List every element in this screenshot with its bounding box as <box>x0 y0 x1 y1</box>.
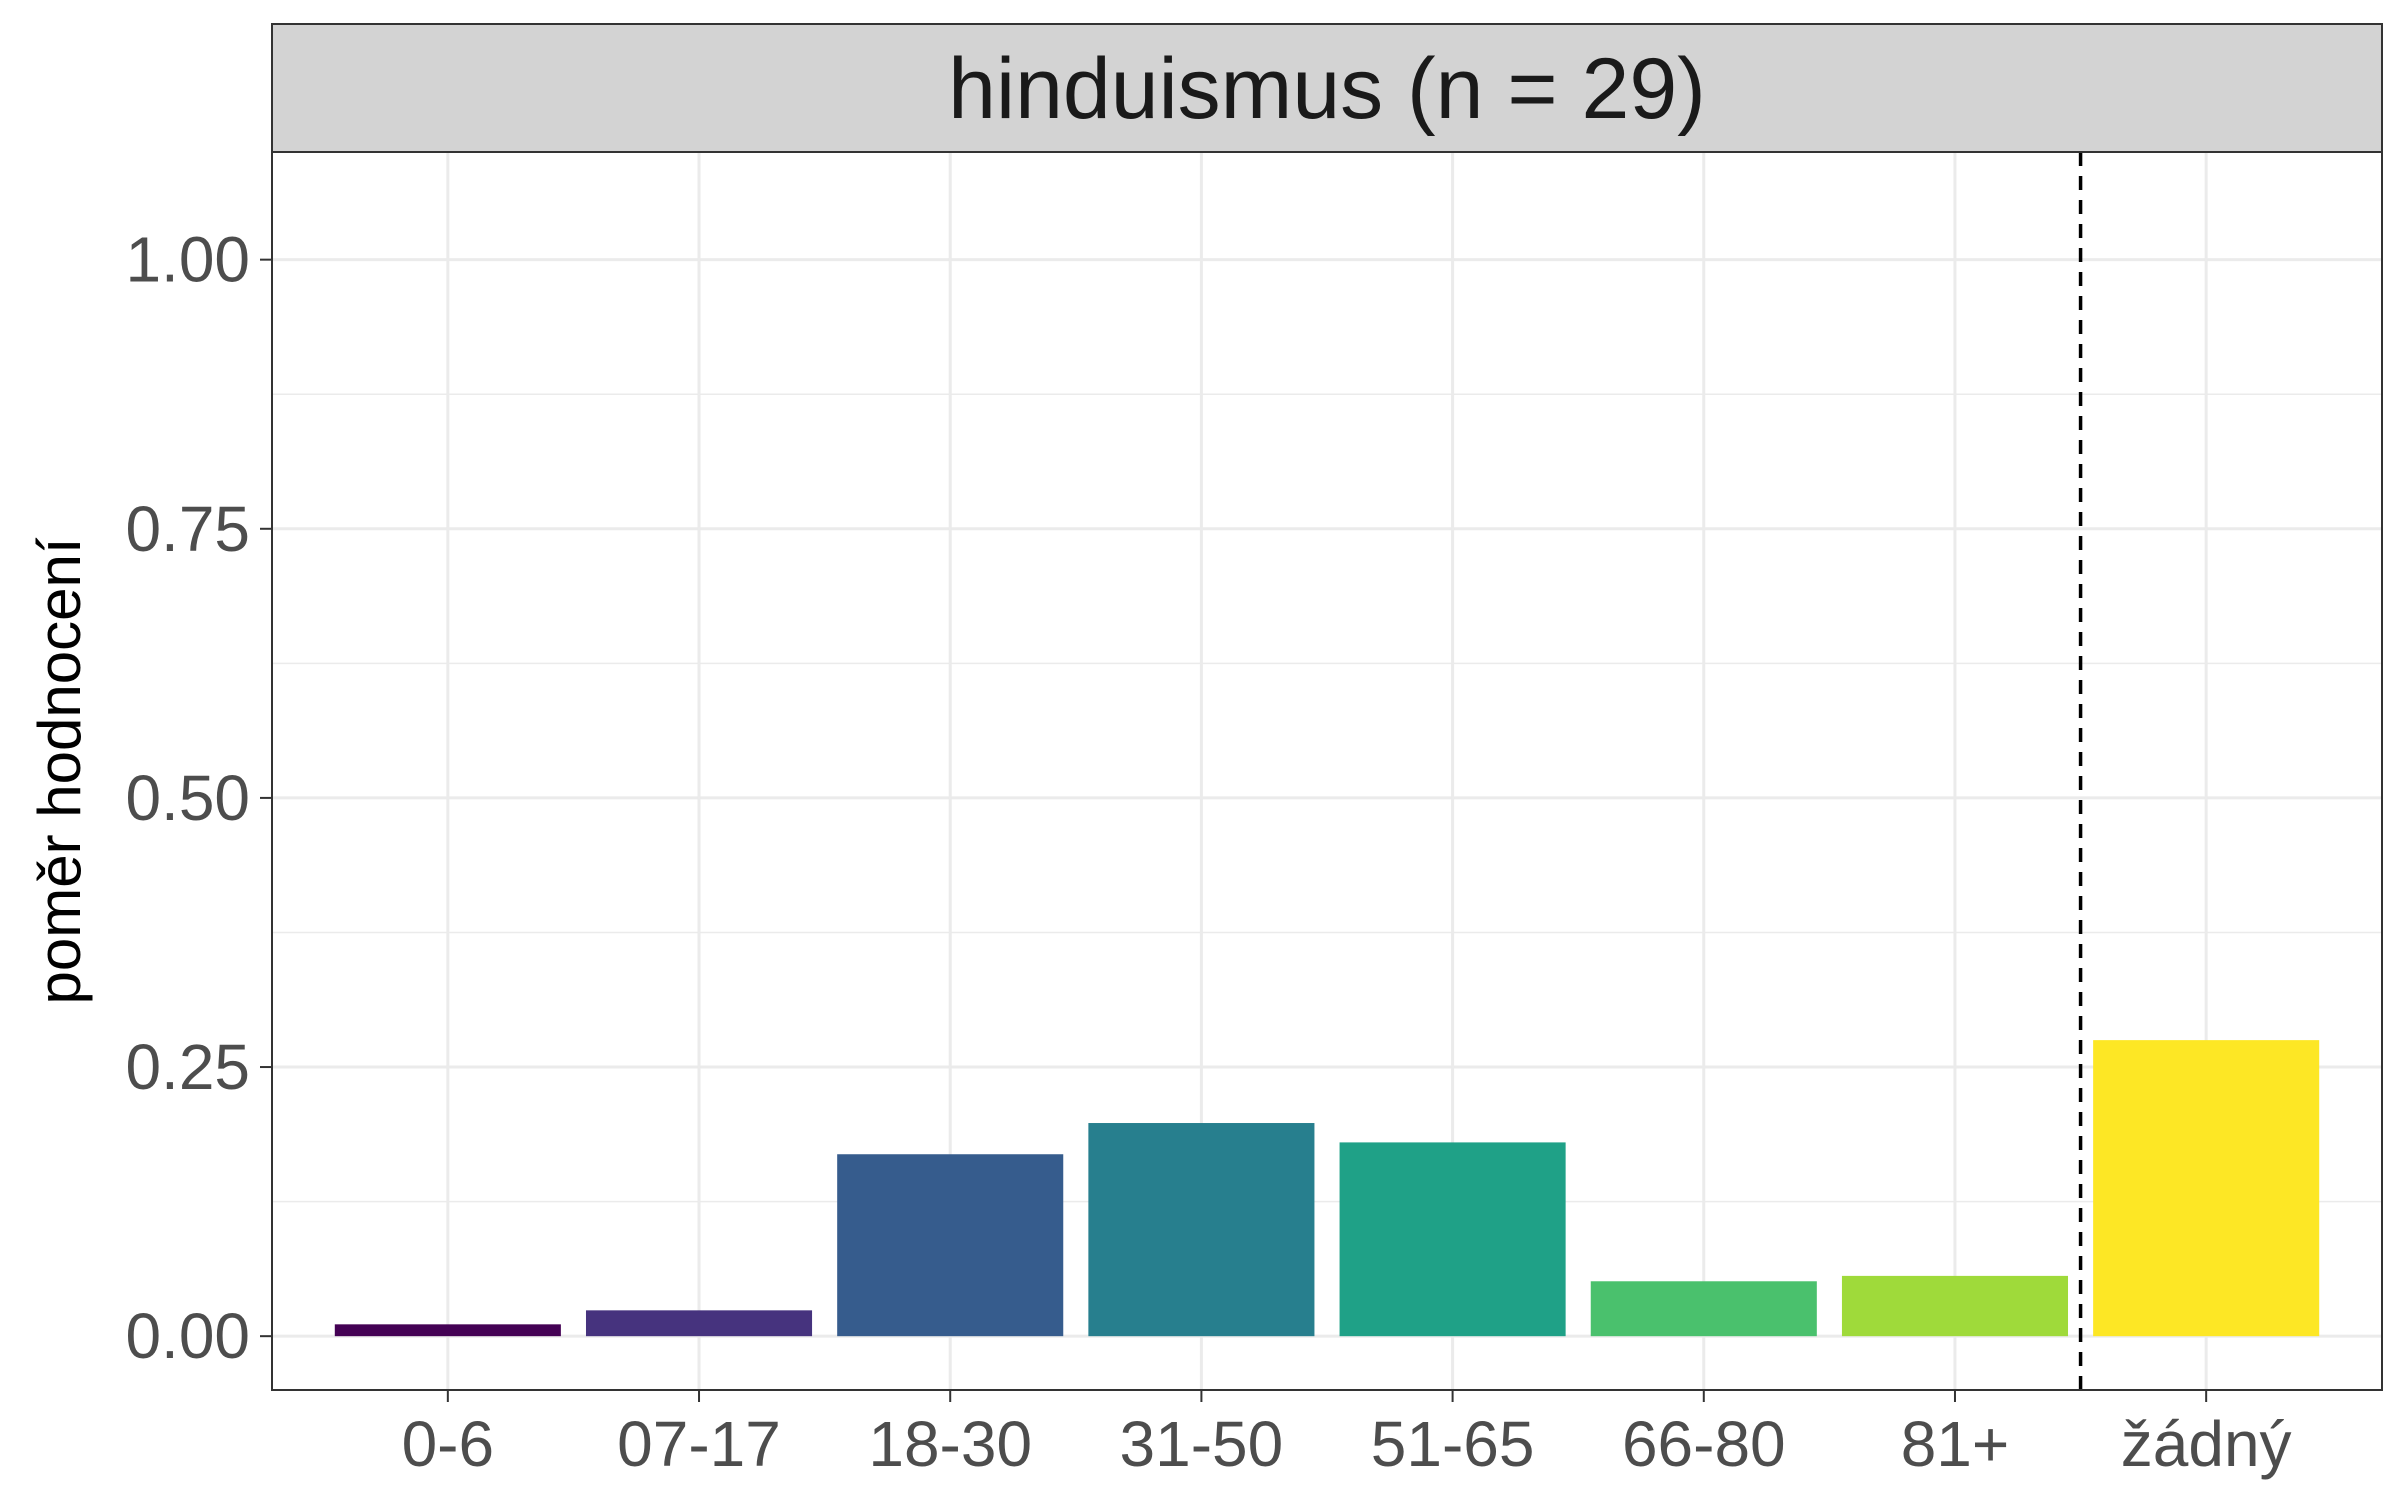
y-tick-label: 1.00 <box>125 224 250 296</box>
bar-31-50 <box>1088 1123 1315 1337</box>
x-tick-label: 81+ <box>1901 1408 2010 1480</box>
facet-strip <box>271 23 2383 153</box>
bar-51-65 <box>1339 1142 1566 1337</box>
facet-title: hinduismus (n = 29) <box>948 41 1706 137</box>
y-axis: 0.00 0.25 0.50 0.75 1.00 <box>125 224 272 1372</box>
x-tick-label: 66-80 <box>1622 1408 1786 1480</box>
bars <box>334 1040 2320 1337</box>
y-tick-label: 0.00 <box>125 1300 250 1372</box>
x-tick-label: 51-65 <box>1371 1408 1535 1480</box>
y-tick-label: 0.75 <box>125 493 250 565</box>
x-axis: 0-6 07-17 18-30 31-50 51-65 66-80 81+ žádný <box>402 1390 2292 1480</box>
bar-žádný <box>2093 1040 2320 1337</box>
x-tick-label: 18-30 <box>868 1408 1032 1480</box>
x-tick-label: 07-17 <box>617 1408 781 1480</box>
plot-panel <box>271 151 2383 1391</box>
bar-0-6 <box>334 1324 561 1337</box>
y-axis-label: poměr hodnocení <box>26 537 93 1004</box>
x-tick-label: žádný <box>2121 1408 2292 1480</box>
bar-81+ <box>1841 1275 2069 1337</box>
bar-66-80 <box>1590 1281 1817 1337</box>
bar-07-17 <box>585 1310 813 1337</box>
y-tick-label: 0.25 <box>125 1031 250 1103</box>
y-tick-label: 0.50 <box>125 762 250 834</box>
grid <box>272 152 2382 1390</box>
x-tick-label: 31-50 <box>1120 1408 1284 1480</box>
bar-18-30 <box>837 1154 1064 1337</box>
x-tick-label: 0-6 <box>402 1408 495 1480</box>
